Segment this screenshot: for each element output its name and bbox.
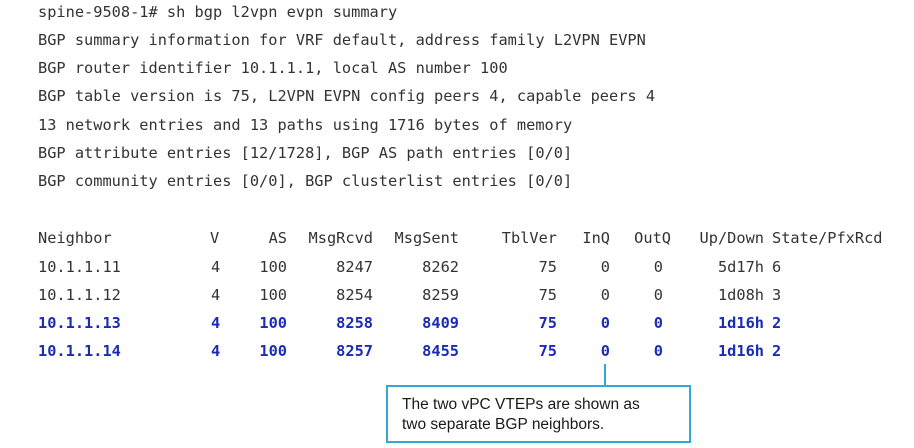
cell-msgsent: 8455 [422, 342, 459, 360]
cell-as: 100 [259, 258, 287, 276]
cell-msgrcvd: 8254 [336, 286, 373, 304]
cell-msgrcvd: 8247 [336, 258, 373, 276]
cell-neighbor: 10.1.1.11 [38, 258, 121, 276]
cell-updown: 1d08h [717, 286, 764, 304]
cell-v: 4 [211, 314, 221, 332]
cell-msgrcvd: 8258 [336, 314, 373, 332]
cell-inq: 0 [600, 342, 610, 360]
cell-msgsent: 8409 [422, 314, 459, 332]
header-v: V [210, 229, 220, 247]
cell-state: 3 [772, 286, 782, 304]
header-neighbor: Neighbor [38, 229, 112, 247]
cell-as: 100 [259, 314, 287, 332]
info-line: BGP community entries [0/0], BGP cluster… [38, 172, 573, 190]
header-state: State/PfxRcd [772, 229, 883, 247]
callout-box: The two vPC VTEPs are shown as two separ… [386, 385, 691, 443]
callout-leader-line [604, 364, 606, 385]
cell-updown: 1d16h [717, 342, 764, 360]
cell-tblver: 75 [538, 314, 557, 332]
cell-v: 4 [211, 258, 221, 276]
header-tblver: TblVer [501, 229, 557, 247]
header-msgsent: MsgSent [394, 229, 459, 247]
callout-text-line: The two vPC VTEPs are shown as [402, 396, 640, 413]
cell-outq: 0 [653, 286, 663, 304]
cell-state: 2 [772, 314, 782, 332]
header-inq: InQ [582, 229, 610, 247]
cell-inq: 0 [600, 314, 610, 332]
cell-msgsent: 8259 [422, 286, 459, 304]
header-outq: OutQ [634, 229, 671, 247]
command-line: spine-9508-1# sh bgp l2vpn evpn summary [38, 3, 398, 21]
cell-neighbor: 10.1.1.14 [38, 342, 121, 360]
cell-outq: 0 [653, 314, 663, 332]
cell-inq: 0 [600, 286, 610, 304]
info-line: BGP summary information for VRF default,… [38, 31, 646, 49]
cell-as: 100 [259, 286, 287, 304]
cell-updown: 5d17h [717, 258, 764, 276]
cell-tblver: 75 [538, 258, 557, 276]
header-as: AS [268, 229, 287, 247]
cell-msgsent: 8262 [422, 258, 459, 276]
cell-as: 100 [259, 342, 287, 360]
cell-state: 2 [772, 342, 782, 360]
cell-outq: 0 [653, 258, 663, 276]
cell-neighbor: 10.1.1.13 [38, 314, 121, 332]
info-line: 13 network entries and 13 paths using 17… [38, 116, 573, 134]
header-updown: Up/Down [699, 229, 764, 247]
callout-text-line: two separate BGP neighbors. [402, 416, 605, 433]
cell-neighbor: 10.1.1.12 [38, 286, 121, 304]
cell-tblver: 75 [538, 342, 557, 360]
cell-v: 4 [211, 342, 221, 360]
info-line: BGP table version is 75, L2VPN EVPN conf… [38, 87, 656, 105]
cell-msgrcvd: 8257 [336, 342, 373, 360]
cell-outq: 0 [653, 342, 663, 360]
cell-updown: 1d16h [717, 314, 764, 332]
info-line: BGP router identifier 10.1.1.1, local AS… [38, 59, 508, 77]
cell-state: 6 [772, 258, 782, 276]
cell-tblver: 75 [538, 286, 557, 304]
info-line: BGP attribute entries [12/1728], BGP AS … [38, 144, 573, 162]
cell-inq: 0 [600, 258, 610, 276]
header-msgrcvd: MsgRcvd [308, 229, 373, 247]
cell-v: 4 [211, 286, 221, 304]
